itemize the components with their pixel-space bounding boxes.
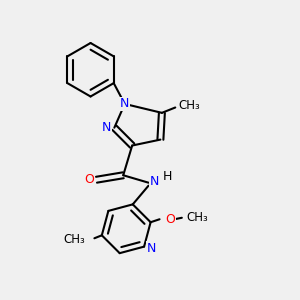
Text: H: H xyxy=(163,170,172,183)
Text: O: O xyxy=(165,213,175,226)
Text: CH₃: CH₃ xyxy=(186,211,208,224)
Text: CH₃: CH₃ xyxy=(178,99,200,112)
Text: O: O xyxy=(84,173,94,186)
Text: N: N xyxy=(150,175,159,188)
Text: N: N xyxy=(102,121,112,134)
Text: N: N xyxy=(147,242,156,255)
Text: N: N xyxy=(120,98,129,110)
Text: CH₃: CH₃ xyxy=(64,233,86,246)
